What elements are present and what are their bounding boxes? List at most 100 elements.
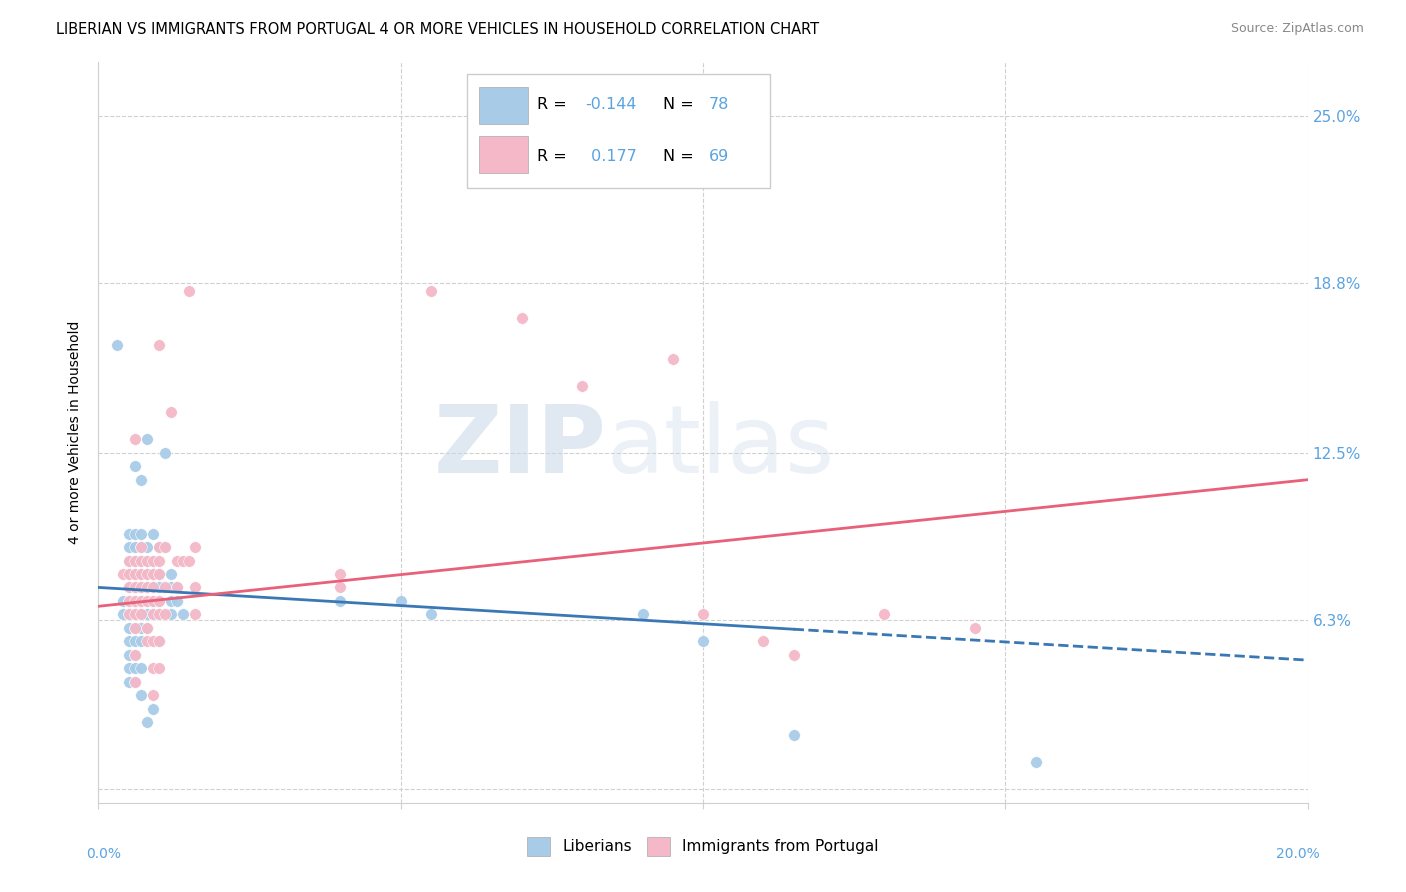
Point [783,729,806,743]
Point [118,566,141,581]
Point [160,607,183,622]
Point [118,648,141,662]
Point [135,553,157,567]
Point [179,553,201,567]
Text: 0.177: 0.177 [586,149,637,164]
Point [142,634,165,648]
Point [142,661,165,675]
Point [142,594,165,608]
Point [129,566,152,581]
Text: 69: 69 [709,149,730,164]
Point [124,594,146,608]
Point [124,566,146,581]
Point [135,594,157,608]
Point [124,621,146,635]
Text: N =: N = [664,97,699,112]
Point [118,634,141,648]
Point [118,607,141,622]
Point [129,634,152,648]
Point [148,594,170,608]
Point [129,553,152,567]
Point [111,607,134,622]
Point [142,607,165,622]
Point [129,526,152,541]
Point [153,540,176,554]
Point [153,446,176,460]
Point [148,634,170,648]
Point [329,566,352,581]
Point [124,581,146,595]
Point [118,661,141,675]
Point [124,433,146,447]
Point [124,661,146,675]
Point [148,594,170,608]
Point [124,553,146,567]
Point [118,553,141,567]
Text: Source: ZipAtlas.com: Source: ZipAtlas.com [1230,22,1364,36]
Point [118,581,141,595]
Point [148,661,170,675]
Point [160,405,183,419]
Point [631,607,654,622]
Point [153,581,176,595]
Point [142,701,165,715]
Point [148,607,170,622]
FancyBboxPatch shape [479,136,527,173]
FancyBboxPatch shape [467,73,769,188]
Point [118,566,141,581]
Point [118,607,141,622]
Point [118,594,141,608]
FancyBboxPatch shape [479,87,527,124]
Point [148,553,170,567]
Point [752,634,775,648]
Point [135,540,157,554]
Point [129,661,152,675]
Point [124,674,146,689]
Text: 78: 78 [709,97,730,112]
Point [129,621,152,635]
Point [965,621,987,635]
Point [179,285,201,299]
Point [124,607,146,622]
Point [142,553,165,567]
Point [142,553,165,567]
Point [118,621,141,635]
Legend: Liberians, Immigrants from Portugal: Liberians, Immigrants from Portugal [522,831,884,862]
Text: 20.0%: 20.0% [1275,847,1320,861]
Point [329,594,352,608]
Point [142,581,165,595]
Text: N =: N = [664,149,699,164]
Point [118,553,141,567]
Point [124,566,146,581]
Point [148,607,170,622]
Point [129,553,152,567]
Point [148,338,170,352]
Point [135,621,157,635]
Point [148,540,170,554]
Point [166,581,188,595]
Point [142,688,165,702]
Point [160,581,183,595]
Point [148,566,170,581]
Point [148,566,170,581]
Point [124,526,146,541]
Point [124,634,146,648]
Text: ZIP: ZIP [433,401,606,493]
Text: R =: R = [537,97,572,112]
Point [142,526,165,541]
Point [129,688,152,702]
Point [135,566,157,581]
Point [135,553,157,567]
Point [129,540,152,554]
Point [129,566,152,581]
Text: 0.0%: 0.0% [86,847,121,861]
Point [142,566,165,581]
Point [105,338,128,352]
Point [135,581,157,595]
Point [142,607,165,622]
Point [129,581,152,595]
Point [129,540,152,554]
Point [124,648,146,662]
Point [129,607,152,622]
Point [124,674,146,689]
